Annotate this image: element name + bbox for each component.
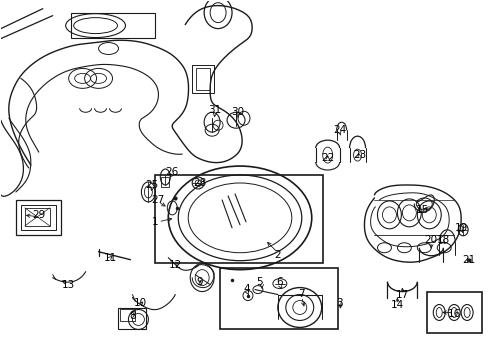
Text: 13: 13 [62,280,75,289]
Text: 15: 15 [415,205,428,215]
Bar [220,268,337,329]
Text: 25: 25 [145,180,159,190]
Bar [155,175,322,263]
Bar [16,200,61,235]
Text: 8: 8 [129,311,136,321]
Text: 28: 28 [193,178,206,188]
Bar [192,66,214,93]
Text: 23: 23 [352,150,366,160]
Bar [427,292,481,333]
Text: 19: 19 [454,223,467,233]
Text: 30: 30 [231,107,244,117]
Text: 3: 3 [336,297,342,307]
Text: 10: 10 [134,297,147,307]
Bar [25,208,50,226]
Text: 26: 26 [165,167,179,177]
Text: 9: 9 [197,276,203,287]
Bar [71,13,155,37]
Bar [118,307,146,329]
Text: 7: 7 [298,289,305,298]
Text: 20: 20 [424,235,437,245]
Bar [161,177,169,187]
Text: 17: 17 [395,289,408,300]
Bar [120,310,135,321]
Text: 12: 12 [168,260,182,270]
Bar [21,205,56,230]
Text: 6: 6 [276,276,283,287]
Text: 24: 24 [332,125,346,135]
Text: 18: 18 [436,235,449,245]
Text: 11: 11 [103,253,117,263]
Text: 16: 16 [447,310,460,319]
Text: 29: 29 [32,210,45,220]
Text: 4: 4 [243,284,250,293]
Text: 22: 22 [321,153,334,163]
Text: 5: 5 [256,276,263,287]
Bar [196,68,210,90]
Text: 21: 21 [462,255,475,265]
Text: 1: 1 [152,217,158,227]
Text: 27: 27 [151,195,164,205]
Text: 14: 14 [390,300,403,310]
Text: 31: 31 [208,105,221,115]
Text: 2: 2 [274,250,281,260]
